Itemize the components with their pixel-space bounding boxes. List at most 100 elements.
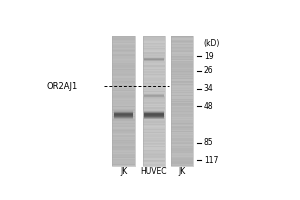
Bar	[171, 41, 193, 42]
Bar	[112, 97, 135, 98]
Bar	[112, 70, 135, 71]
Bar	[143, 153, 165, 154]
Bar	[143, 120, 165, 121]
Text: 85: 85	[204, 138, 213, 147]
Bar	[171, 72, 193, 73]
Bar	[171, 77, 193, 78]
Bar	[112, 37, 135, 38]
Bar	[171, 49, 193, 50]
Bar	[144, 114, 164, 115]
Bar	[112, 106, 135, 107]
Bar	[143, 141, 165, 142]
Bar	[112, 141, 135, 142]
Bar	[143, 159, 165, 160]
Bar	[112, 98, 135, 99]
Bar	[171, 89, 193, 90]
Bar	[112, 40, 135, 41]
Bar	[114, 110, 134, 111]
Bar	[112, 124, 135, 125]
Bar	[171, 126, 193, 127]
Bar	[114, 117, 134, 118]
Text: (kD): (kD)	[204, 39, 220, 48]
Bar	[171, 47, 193, 48]
Bar	[143, 86, 165, 87]
Bar	[112, 165, 135, 166]
Bar	[171, 116, 193, 117]
Bar	[171, 147, 193, 148]
Bar	[143, 130, 165, 131]
Bar	[112, 107, 135, 109]
Bar	[144, 110, 164, 111]
Bar	[143, 70, 165, 71]
Bar	[143, 67, 165, 68]
Bar	[143, 161, 165, 162]
Bar	[143, 129, 165, 130]
Bar	[114, 114, 134, 115]
Bar	[171, 165, 193, 166]
Text: 117: 117	[204, 156, 218, 165]
Bar	[171, 128, 193, 129]
Bar	[114, 112, 134, 113]
Bar	[144, 59, 164, 60]
Bar	[112, 57, 135, 58]
Bar	[143, 119, 165, 120]
Bar	[143, 55, 165, 56]
Bar	[171, 54, 193, 55]
Bar	[144, 58, 164, 59]
Bar	[144, 94, 164, 95]
Bar	[143, 110, 165, 111]
Text: JK: JK	[120, 167, 127, 176]
Bar	[171, 135, 193, 137]
Bar	[171, 59, 193, 60]
Bar	[112, 123, 135, 124]
Bar	[112, 69, 135, 70]
Bar	[143, 46, 165, 47]
Bar	[143, 131, 165, 132]
Bar	[171, 158, 193, 159]
Bar	[112, 116, 135, 117]
Bar	[171, 74, 193, 75]
Bar	[112, 62, 135, 63]
Bar	[143, 152, 165, 153]
Bar	[143, 36, 165, 166]
Bar	[112, 96, 135, 97]
Bar	[112, 119, 135, 120]
Bar	[144, 58, 164, 59]
Bar	[144, 118, 164, 119]
Bar	[112, 72, 135, 73]
Bar	[143, 107, 165, 109]
Bar	[114, 117, 134, 118]
Bar	[114, 116, 134, 117]
Bar	[112, 159, 135, 160]
Bar	[144, 117, 164, 118]
Bar	[143, 68, 165, 69]
Bar	[143, 126, 165, 127]
Bar	[143, 91, 165, 92]
Bar	[171, 93, 193, 95]
Bar	[114, 110, 134, 111]
Bar	[171, 146, 193, 147]
Bar	[143, 143, 165, 144]
Bar	[112, 36, 135, 37]
Bar	[144, 59, 164, 60]
Bar	[112, 73, 135, 74]
Bar	[171, 142, 193, 143]
Bar	[112, 142, 135, 143]
Bar	[114, 119, 134, 120]
Bar	[112, 156, 135, 157]
Bar	[112, 139, 135, 140]
Bar	[143, 90, 165, 91]
Bar	[171, 61, 193, 62]
Bar	[171, 50, 193, 51]
Bar	[112, 82, 135, 83]
Bar	[112, 54, 135, 55]
Bar	[114, 113, 134, 115]
Bar	[143, 69, 165, 70]
Bar	[112, 152, 135, 153]
Bar	[112, 134, 135, 135]
Bar	[171, 68, 193, 69]
Bar	[171, 145, 193, 146]
Bar	[143, 111, 165, 112]
Bar	[143, 63, 165, 64]
Bar	[144, 94, 164, 95]
